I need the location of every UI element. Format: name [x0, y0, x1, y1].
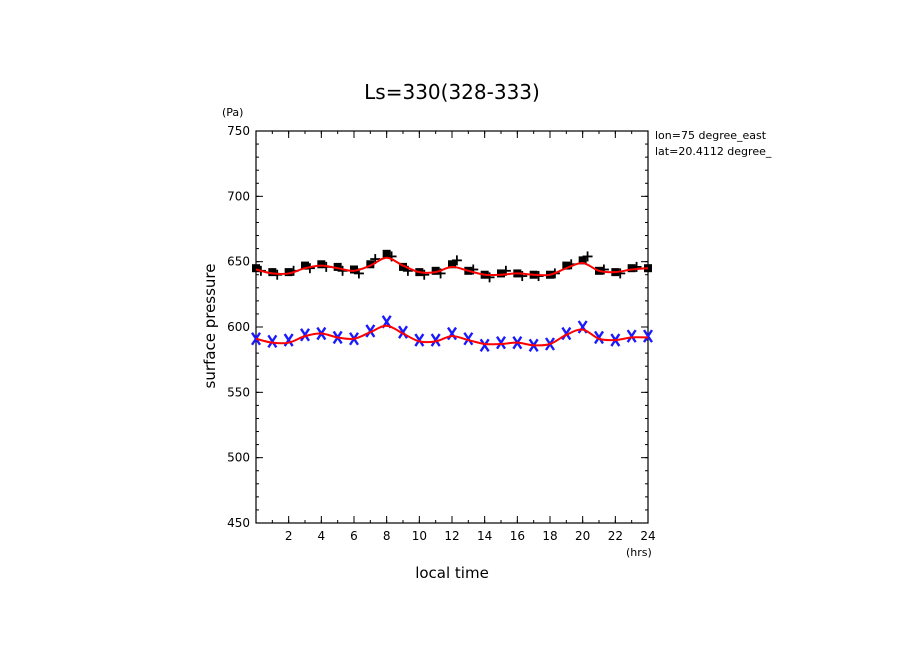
x-marker	[561, 326, 572, 341]
x-marker	[300, 328, 310, 342]
square-marker	[317, 260, 326, 269]
x-tick-label: 20	[575, 529, 590, 543]
x-tick-label: 10	[412, 529, 427, 543]
plus-marker	[451, 255, 462, 266]
x-marker	[267, 334, 278, 349]
y-tick-label: 550	[227, 385, 250, 399]
x-marker-b	[430, 333, 441, 347]
x-marker	[414, 333, 425, 347]
series-layer	[251, 249, 653, 352]
y-tick-label: 650	[227, 255, 250, 269]
x-marker	[643, 329, 653, 343]
y-tick-label: 750	[227, 124, 250, 138]
x-tick-label: 22	[608, 529, 623, 543]
square-marker	[350, 265, 358, 274]
chart-title: Ls=330(328-333)	[364, 80, 540, 104]
plus-marker	[419, 269, 430, 280]
square-marker	[252, 264, 260, 273]
x-marker	[463, 332, 474, 346]
square-marker	[333, 262, 342, 271]
fit-line-4	[255, 324, 649, 347]
x-marker-b	[577, 320, 588, 334]
square-marker	[627, 264, 636, 273]
fit-line-3	[255, 256, 649, 277]
plot-frame	[255, 130, 649, 524]
x-marker-b	[643, 329, 653, 343]
x-marker	[430, 333, 441, 347]
x-marker	[594, 330, 604, 345]
x-tick-label: 14	[477, 529, 492, 543]
x-tick-label: 6	[350, 529, 358, 543]
x-marker-b	[496, 336, 506, 350]
x-tick-label: 4	[318, 529, 326, 543]
x-marker-b	[463, 332, 474, 346]
square-marker	[268, 268, 277, 277]
x-marker	[447, 326, 457, 341]
x-tick-label: 24	[640, 529, 655, 543]
x-tick-label: 16	[510, 529, 525, 543]
x-marker-b	[594, 330, 604, 345]
square-marker	[382, 249, 391, 258]
y-tick-label: 700	[227, 189, 250, 203]
square-marker	[366, 260, 375, 269]
annotation-lat: lat=20.4112 degree_	[655, 145, 772, 158]
y-unit-label: (Pa)	[222, 106, 243, 119]
x-marker-b	[365, 324, 376, 338]
square-marker	[284, 268, 293, 277]
x-marker-b	[414, 333, 425, 347]
square-marker	[448, 260, 456, 269]
x-marker-b	[561, 326, 572, 341]
annotation-lon: lon=75 degree_east	[655, 129, 767, 142]
y-axis-label: surface pressure	[201, 264, 219, 389]
y-tick-label: 450	[227, 516, 250, 530]
x-unit-label: (hrs)	[626, 546, 652, 559]
x-marker-b	[479, 338, 490, 352]
x-axis-label: local time	[415, 564, 489, 582]
x-marker	[496, 336, 506, 350]
plus-marker	[631, 261, 642, 272]
square-marker	[301, 261, 309, 270]
y-tick-label: 500	[227, 451, 250, 465]
ticks-layer: 2 4 6 8 10 12 14 16 18 20 22 2445050055060065070075…	[227, 124, 656, 543]
plus-marker	[598, 264, 609, 275]
plus-marker	[484, 272, 495, 283]
x-marker	[365, 324, 376, 338]
x-tick-label: 12	[444, 529, 459, 543]
square-marker	[497, 269, 505, 278]
x-marker-b	[398, 325, 408, 339]
x-marker-b	[267, 334, 278, 349]
x-marker	[398, 325, 408, 339]
x-marker	[479, 338, 490, 352]
x-marker-b	[300, 328, 310, 342]
square-marker	[399, 262, 407, 271]
x-marker	[626, 329, 637, 343]
x-marker-b	[626, 329, 637, 343]
y-tick-label: 600	[227, 320, 250, 334]
x-tick-label: 18	[542, 529, 557, 543]
x-tick-label: 8	[383, 529, 391, 543]
square-marker	[562, 261, 571, 270]
square-marker	[431, 266, 440, 275]
x-tick-label: 2	[285, 529, 293, 543]
plus-marker	[582, 251, 593, 262]
square-marker	[578, 256, 587, 265]
plus-marker	[615, 268, 626, 279]
x-marker	[283, 333, 294, 347]
